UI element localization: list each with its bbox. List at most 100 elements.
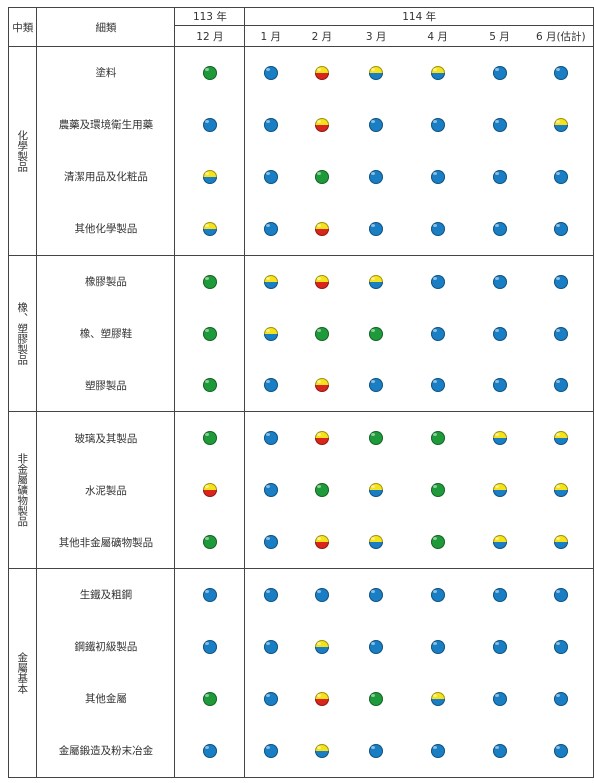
signal-cell [528,724,594,778]
signal-cell [471,464,529,516]
signal-cell [470,567,529,621]
signal-light-blue [369,743,384,758]
signal-cell [528,307,594,360]
signal-light-green [430,431,445,446]
signal-cell [244,203,297,256]
signal-light-blue [263,221,278,236]
signal-cell [296,567,348,621]
signal-light-green [314,169,329,184]
signal-cell [405,307,471,359]
subcategory-label: 其他非金屬礦物製品 [36,516,176,569]
signal-cell [245,621,296,673]
subcategory-label: 清潔用品及化粧品 [36,150,176,204]
signal-light-blue [430,378,445,393]
category-cell: 金屬基本 [7,567,38,778]
header-month-3: 3 月 [347,25,405,47]
header-month-6: 6 月(估計) [528,25,594,47]
signal-light-blue [492,691,507,706]
signal-cell [174,724,246,778]
signal-light-blue [492,326,507,341]
signal-cell [471,99,529,151]
signal-cell [348,464,405,516]
signal-cell [245,464,296,516]
signal-light-blue [263,378,278,393]
signal-light-yellow-blue [492,483,507,498]
signal-cell [296,151,347,203]
signal-cell [296,359,348,413]
signal-light-blue [263,65,278,80]
signal-light-blue [430,117,445,132]
table-row: 農藥及環境衛生用藥 [9,98,594,151]
signal-cell [528,516,594,569]
subcategory-label: 水泥製品 [36,464,176,517]
signal-cell [470,724,529,778]
signal-cell [405,621,471,673]
signal-light-yellow-red [314,65,329,80]
signal-light-yellow-blue [369,274,384,289]
signal-light-green [369,431,384,446]
signal-light-green [202,274,217,289]
signal-light-blue [430,639,445,654]
signal-light-blue [553,743,568,758]
header-month-2: 2 月 [296,25,348,47]
signal-light-yellow-blue [314,743,329,758]
signal-light-green [430,535,445,550]
signal-light-blue [492,274,507,289]
signal-cell [347,359,405,413]
signal-light-blue [553,274,568,289]
signal-light-blue [492,221,507,236]
signal-cell [174,620,246,673]
signal-cell [296,673,347,725]
signal-light-blue [430,326,445,341]
signal-cell [405,99,471,151]
header-year-prev: 113 年 [174,7,246,26]
signal-cell [174,98,246,151]
header-year-curr: 114 年 [244,7,594,26]
signal-cell [405,151,471,203]
header-month-4: 4 月 [404,25,471,47]
signal-light-blue [263,639,278,654]
signal-cell [347,567,405,621]
signal-cell [404,359,471,413]
signal-cell [245,99,296,151]
signal-light-yellow-red [314,274,329,289]
table-row: 其他金屬 [9,672,594,725]
signal-light-yellow-red [314,117,329,132]
signal-light-blue [369,169,384,184]
signal-light-green [202,431,217,446]
signal-light-blue [492,743,507,758]
signal-light-yellow-blue [369,535,384,550]
signal-cell [528,45,594,99]
signal-cell [296,621,347,673]
category-cell: 非金屬礦物製品 [7,411,38,569]
signal-light-blue [553,587,568,602]
signal-cell [244,254,297,308]
signal-cell [404,411,471,464]
signal-light-blue [263,691,278,706]
signal-light-blue [263,431,278,446]
signal-cell [347,724,405,778]
signal-light-blue [553,639,568,654]
signal-cell [245,307,296,359]
signal-cell [470,254,529,308]
signal-light-blue [202,117,217,132]
signal-light-green [369,326,384,341]
signal-light-yellow-blue [553,535,568,550]
signal-light-blue [369,639,384,654]
signal-grid: 中類 細類 113 年 114 年 12 月 1 月 2 月 3 月 4 月 5… [7,7,594,778]
signal-light-yellow-blue [430,691,445,706]
signal-light-yellow-blue [202,169,217,184]
signal-light-yellow-blue [553,483,568,498]
signal-light-green [314,483,329,498]
signal-light-yellow-blue [369,65,384,80]
signal-cell [174,567,246,621]
signal-light-blue [202,639,217,654]
signal-light-blue [430,743,445,758]
signal-light-blue [263,483,278,498]
signal-light-blue [430,169,445,184]
signal-light-green [202,691,217,706]
signal-light-blue [553,169,568,184]
subcategory-label: 橡、塑膠鞋 [36,307,176,360]
signal-cell [174,203,246,256]
